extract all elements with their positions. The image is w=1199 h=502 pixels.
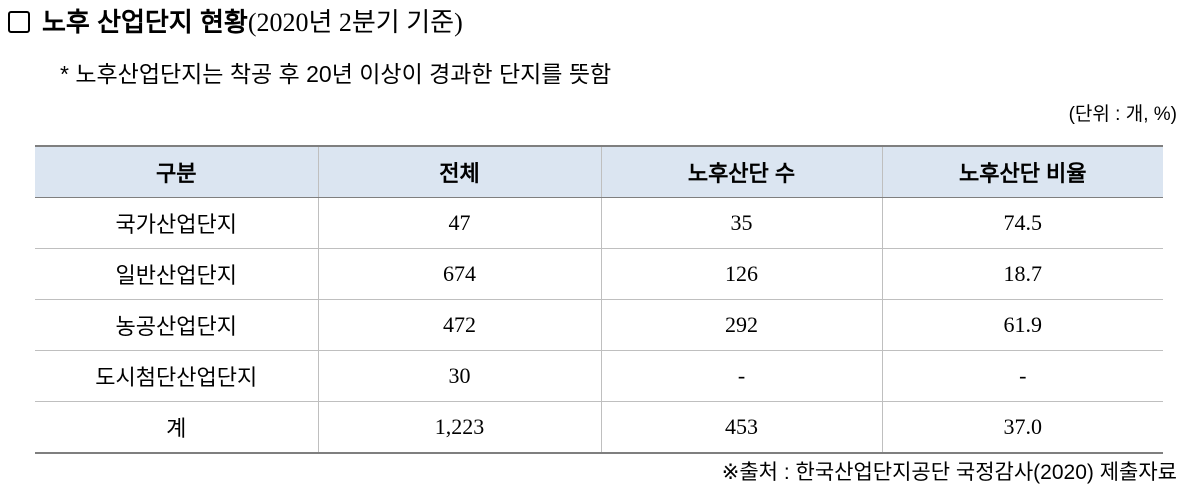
note: * 노후산업단지는 착공 후 20년 이상이 경과한 단지를 뜻함 bbox=[60, 61, 612, 87]
table-body: 국가산업단지 47 35 74.5 일반산업단지 674 126 18.7 농공산업단지 472 2… bbox=[35, 197, 1163, 454]
unit: (단위 : 개, %) bbox=[1068, 104, 1177, 125]
checkbox-icon bbox=[8, 11, 30, 33]
table-cell: 674 bbox=[317, 248, 601, 300]
table-cell: 61.9 bbox=[881, 299, 1163, 351]
table-cell: 74.5 bbox=[881, 197, 1163, 249]
title: 노후 산업단지 현황(2020년 2분기 기준) bbox=[8, 2, 463, 43]
table-row: 국가산업단지 47 35 74.5 bbox=[35, 197, 1163, 249]
table-cell: 37.0 bbox=[881, 401, 1163, 454]
row-label: 계 bbox=[35, 401, 318, 454]
table-cell: 1,223 bbox=[317, 401, 601, 454]
data-table: 구분 전체 노후산단 수 노후산단 비율 국가산업단지 47 35 74.5 일반산업단지 67… bbox=[35, 145, 1163, 454]
table-row: 도시첨단산업단지 30- - bbox=[35, 350, 1163, 402]
column-header: 전체 bbox=[317, 145, 601, 198]
table-cell: 126 bbox=[600, 248, 882, 300]
table-cell: 292 bbox=[600, 299, 882, 351]
header-row: 구분 전체 노후산단 수 노후산단 비율 bbox=[35, 145, 1163, 198]
table-cell: 30 bbox=[317, 350, 601, 402]
table-cell: 453 bbox=[600, 401, 882, 454]
source: ※출처 : 한국산업단지공단 국정감사(2020) 제출자료 bbox=[721, 461, 1177, 484]
table-cell: - bbox=[600, 350, 882, 402]
row-label: 도시첨단산업단지 bbox=[35, 350, 318, 402]
row-label: 국가산업단지 bbox=[35, 197, 318, 249]
column-header: 구분 bbox=[35, 145, 318, 198]
column-header: 노후산단 수 bbox=[600, 145, 882, 198]
table-cell: 35 bbox=[600, 197, 882, 249]
table-row: 농공산업단지 472 292 61.9 bbox=[35, 299, 1163, 351]
table-cell: - bbox=[881, 350, 1163, 402]
title-main: 노후 산업단지 현황 bbox=[42, 7, 248, 37]
table-cell: 47 bbox=[317, 197, 601, 249]
table-cell: 18.7 bbox=[881, 248, 1163, 300]
column-header: 노후산단 비율 bbox=[881, 145, 1163, 198]
title-sub: (2020년 2분기 기준) bbox=[247, 8, 463, 37]
row-label: 농공산업단지 bbox=[35, 299, 318, 351]
table-row: 일반산업단지 674 126 18.7 bbox=[35, 248, 1163, 300]
table-row: 계 1,223 453 37.0 bbox=[35, 401, 1163, 454]
table-cell: 472 bbox=[317, 299, 601, 351]
row-label: 일반산업단지 bbox=[35, 248, 318, 300]
